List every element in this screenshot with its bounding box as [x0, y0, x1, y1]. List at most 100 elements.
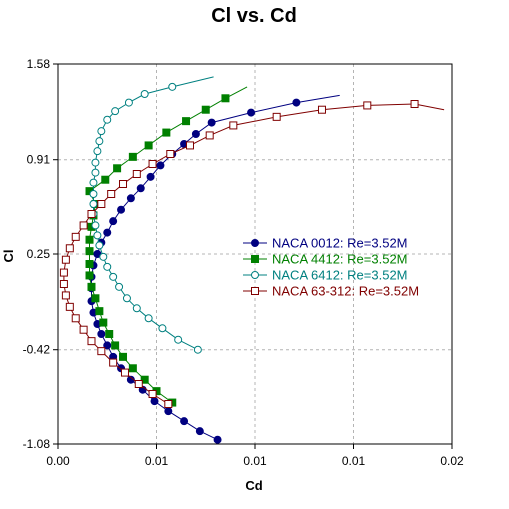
data-point [148, 390, 157, 398]
data-point [85, 247, 94, 256]
data-point [140, 375, 149, 384]
data-point [317, 105, 326, 114]
data-point [103, 115, 112, 124]
data-point [119, 180, 128, 188]
data-point [207, 118, 216, 127]
data-point [109, 272, 118, 281]
data-point [93, 231, 102, 240]
data-point [292, 98, 301, 107]
x-tick-label: 0.00 [46, 454, 70, 468]
data-point [251, 239, 259, 247]
data-point [95, 241, 104, 250]
series-line [93, 86, 199, 351]
chart-title: Cl vs. Cd [211, 5, 297, 27]
y-tick-label: -1.08 [23, 437, 51, 451]
data-point [205, 131, 214, 140]
data-point [119, 352, 128, 361]
data-point [71, 314, 80, 323]
data-point [148, 160, 157, 168]
y-tick-label: 0.25 [27, 247, 51, 261]
data-point [59, 268, 68, 277]
y-tick-label: 0.91 [27, 153, 51, 167]
data-point [185, 141, 194, 150]
legend-item: NACA 63-312: Re=3.52M [243, 284, 419, 299]
legend-label: NACA 4412: Re=3.52M [272, 252, 408, 267]
x-axis-label: Cd [245, 478, 262, 493]
data-point [193, 345, 202, 354]
legend-label: NACA 63-312: Re=3.52M [272, 284, 419, 299]
data-point [132, 304, 141, 313]
data-point [89, 200, 98, 208]
data-point [109, 358, 118, 367]
data-point [85, 260, 94, 268]
data-point [128, 152, 137, 161]
data-point [201, 105, 210, 114]
data-point [103, 228, 112, 237]
data-point [115, 282, 124, 291]
data-point [140, 90, 149, 98]
data-point [107, 190, 116, 198]
data-point [156, 161, 165, 170]
data-point [89, 190, 98, 198]
y-tick-label: 1.58 [27, 57, 51, 71]
data-point [97, 330, 106, 338]
data-point [61, 255, 70, 264]
data-point [79, 221, 88, 230]
data-point [95, 137, 104, 146]
data-point [120, 368, 129, 377]
data-point [180, 417, 189, 426]
series-line-tail [296, 94, 340, 104]
data-point [97, 200, 106, 208]
data-point [111, 107, 120, 116]
legend-item: NACA 4412: Re=3.52M [243, 252, 408, 267]
data-point [182, 117, 191, 126]
data-point [146, 172, 155, 181]
data-point [126, 194, 135, 203]
data-point [168, 82, 177, 91]
data-point [164, 400, 173, 408]
series-1 [85, 86, 248, 407]
legend-item: NACA 6412: Re=3.52M [243, 268, 408, 283]
data-point [134, 380, 143, 388]
data-point [87, 282, 96, 291]
data-point [195, 427, 204, 436]
data-point [128, 364, 137, 373]
data-point [410, 100, 419, 108]
series-line [91, 102, 297, 441]
data-point [89, 178, 98, 187]
data-point [221, 94, 230, 103]
data-point [99, 252, 108, 261]
series-2 [89, 76, 214, 354]
data-point [111, 341, 120, 350]
data-point [158, 324, 167, 333]
data-point [91, 294, 100, 303]
series-line-tail [172, 76, 214, 88]
data-point [251, 255, 259, 263]
data-point [132, 170, 141, 178]
data-point [122, 294, 131, 303]
x-tick-label: 0.02 [440, 454, 464, 468]
data-point [99, 318, 108, 327]
y-axis-label: Cl [1, 250, 16, 263]
data-point [247, 108, 256, 117]
legend-label: NACA 0012: Re=3.52M [272, 236, 408, 251]
data-point [166, 150, 175, 158]
axis-ticks: 0.00 0.01 0.01 0.01 0.02 -1.08 -0.42 0.25 0.91 1.… [23, 57, 464, 468]
data-point [144, 141, 153, 150]
data-point [93, 147, 102, 156]
x-tick-label: 0.01 [342, 454, 366, 468]
x-tick-label: 0.01 [145, 454, 169, 468]
data-point [117, 205, 126, 214]
data-point [59, 280, 68, 288]
x-tick-label: 0.01 [243, 454, 267, 468]
series-group [59, 76, 445, 444]
data-point [71, 232, 80, 241]
data-point [103, 341, 112, 350]
data-point [79, 325, 88, 334]
data-point [363, 101, 372, 110]
data-point [105, 330, 114, 338]
data-point [213, 435, 222, 444]
data-point [91, 158, 100, 167]
